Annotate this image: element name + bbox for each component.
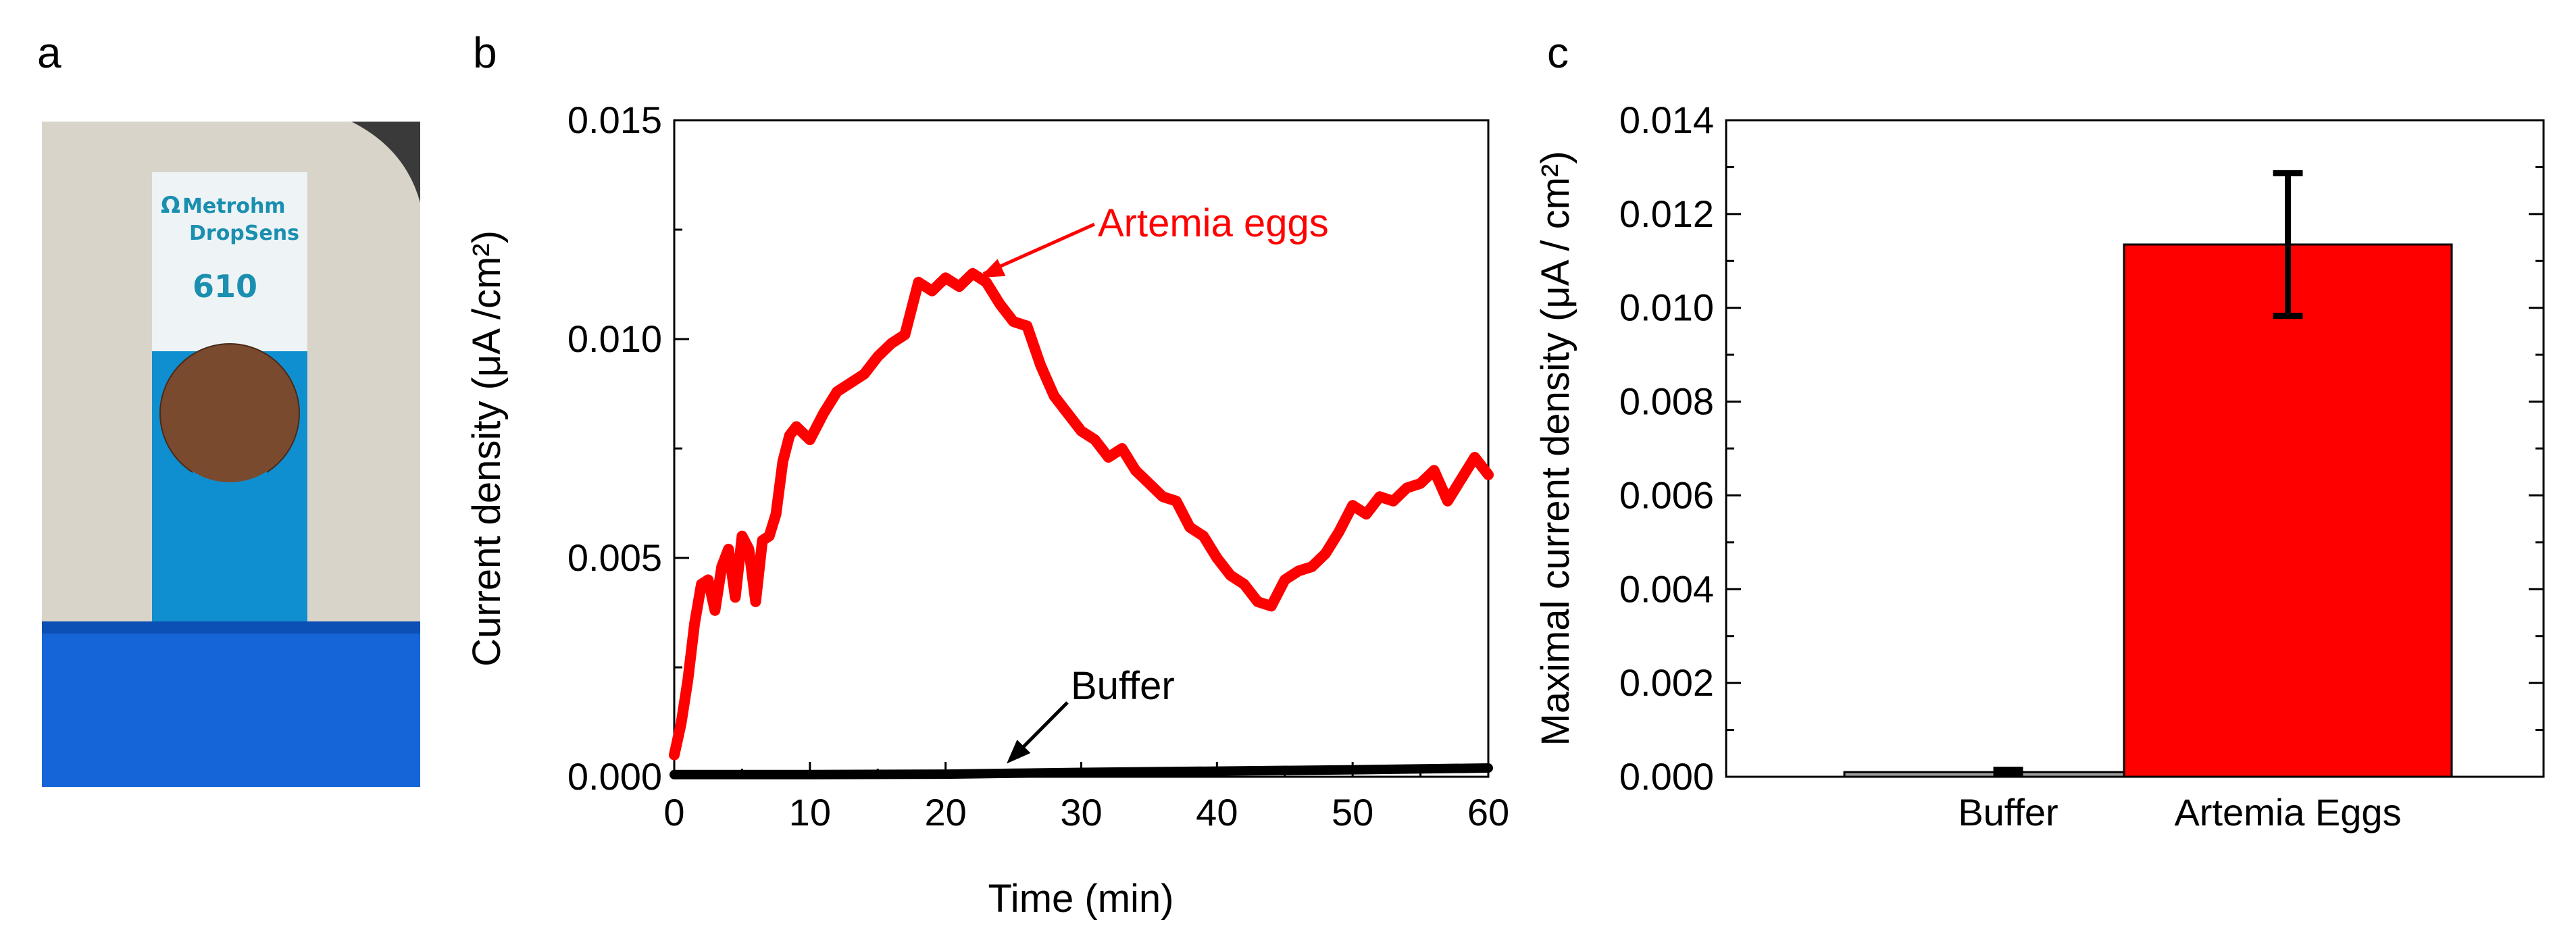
y-tick-label: 0.005	[567, 536, 662, 579]
annotation-arrow-line	[982, 222, 1096, 276]
panel-label-c: c	[1547, 28, 1569, 77]
chart-c-bars	[1843, 170, 2453, 778]
series-line-artemia-eggs	[669, 267, 1494, 761]
panel-label-a: a	[37, 28, 61, 77]
x-category-label: Artemia Eggs	[2174, 791, 2401, 834]
chart-c-x-labels: Buffer Artemia Eggs	[1958, 791, 2401, 834]
y-tick-label: 0.002	[1619, 661, 1714, 704]
model-number: 610	[193, 268, 257, 305]
bar-artemia-eggs	[2123, 243, 2453, 778]
x-tick-label: 40	[1196, 791, 1238, 834]
chart-c: 0.000 0.002 0.004 0.006 0.008 0.010 0.012 0.014…	[1534, 99, 2545, 834]
y-tick-label: 0.000	[1619, 755, 1714, 798]
chart-b-y-ticks: 0.000 0.005 0.010 0.015	[567, 99, 689, 798]
y-tick-label: 0.006	[1619, 474, 1714, 516]
series-line-buffer	[670, 763, 1493, 779]
electrode-photo: Ω Metrohm DropSens 610	[42, 122, 420, 787]
x-tick-label: 0	[663, 791, 684, 834]
chart-b: 0.000 0.005 0.010 0.015 0 10 20 30 40 50 60 Time …	[465, 99, 1509, 921]
y-tick-label: 0.004	[1619, 567, 1714, 610]
chart-b-xlabel: Time (min)	[988, 877, 1174, 921]
holder-base-edge	[42, 621, 420, 634]
chart-b-x-ticks: 0 10 20 30 40 50 60	[663, 762, 1509, 834]
annotation-buffer: Buffer	[1071, 664, 1175, 708]
chart-b-annotations: Artemia eggs Buffer	[979, 201, 1329, 764]
logo-glyph: Ω	[161, 192, 180, 219]
y-tick-label: 0.014	[1619, 99, 1714, 141]
annotation-artemia-eggs: Artemia eggs	[1098, 201, 1329, 245]
x-tick-label: 60	[1467, 791, 1509, 834]
annotation-arrowhead	[1007, 740, 1031, 764]
brand-line1: Metrohm	[182, 195, 286, 218]
chart-b-series	[669, 267, 1494, 779]
panel-label-b: b	[473, 28, 497, 77]
y-tick-label: 0.012	[1619, 193, 1714, 235]
holder-base	[42, 621, 420, 787]
annotation-arrowhead	[979, 259, 1006, 278]
electrode-disk-top	[161, 344, 299, 482]
x-category-label: Buffer	[1958, 791, 2058, 834]
y-tick-label: 0.008	[1619, 380, 1714, 423]
x-tick-label: 30	[1060, 791, 1102, 834]
y-tick-label: 0.010	[1619, 286, 1714, 329]
y-tick-label: 0.000	[567, 755, 662, 798]
chart-c-ylabel: Maximal current density (μA / cm²)	[1534, 151, 1577, 746]
x-tick-label: 50	[1332, 791, 1373, 834]
chart-c-y-ticks: 0.000 0.002 0.004 0.006 0.008 0.010 0.012 0.014	[1619, 99, 2544, 798]
brand-line2: DropSens	[189, 222, 299, 245]
y-tick-label: 0.010	[567, 317, 662, 360]
chart-b-ylabel: Current density (μA /cm²)	[465, 230, 509, 667]
y-tick-label: 0.015	[567, 99, 662, 141]
photo-corner-shadow	[351, 122, 420, 203]
x-tick-label: 20	[925, 791, 967, 834]
x-tick-label: 10	[789, 791, 831, 834]
